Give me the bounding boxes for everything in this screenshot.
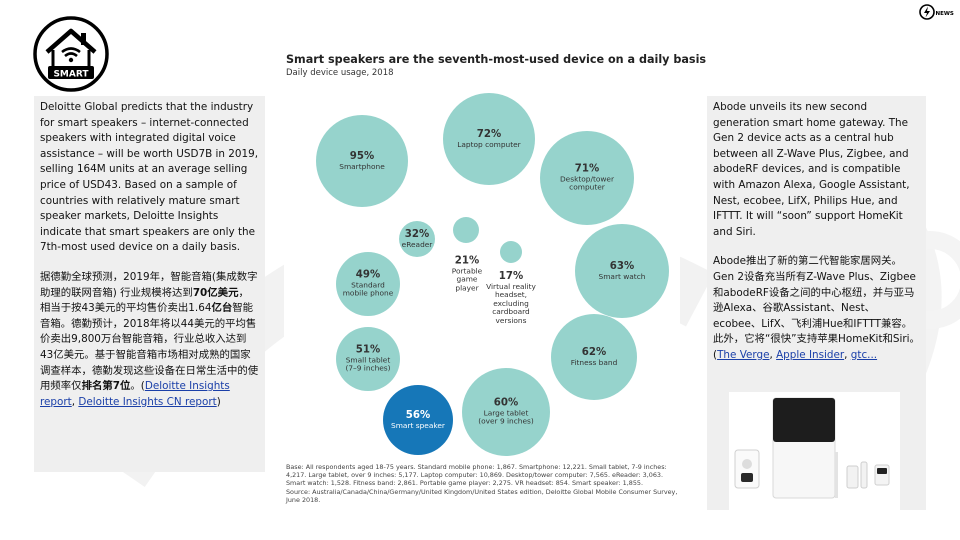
bubble-smart-speaker — [383, 385, 453, 455]
zh-text-3: 智能音箱。德勤预计，2018年将以44美元的平均售价卖出9,800万台智能音箱，… — [40, 302, 259, 393]
zh-text-4: 。( — [130, 380, 145, 393]
bubble-category-line: excluding — [493, 298, 529, 308]
bubble-category-line: player — [455, 283, 479, 293]
chart-title: Smart speakers are the seventh-most-used… — [286, 53, 707, 66]
brand-text: NEWS — [936, 11, 954, 17]
close-paren: ) — [216, 395, 221, 408]
the-verge-link[interactable]: The Verge — [717, 348, 770, 361]
bubble-value: 63% — [609, 260, 635, 272]
bubble-label-laptop-computer: 72%Laptop computerLaptop computer — [457, 129, 520, 149]
right-sep-2: , — [844, 348, 848, 361]
bubble-label-large-tablet-over-9-inches: 60%Large tablet (over 9 inches)Large tab… — [478, 398, 534, 427]
bubble-value: 71% — [574, 163, 600, 175]
bubble-virtual-reality-headset-excluding-cardboard-versions — [500, 241, 522, 263]
bubble-value: 95% — [349, 150, 375, 162]
bubble-category-line: Fitness band — [570, 357, 618, 367]
deloitte-cn-report-link[interactable]: Deloitte Insights CN report — [78, 395, 217, 408]
zh-bold-1: 70亿美元 — [192, 286, 239, 299]
bubble-fitness-band — [551, 314, 637, 400]
bubble-smartphone — [316, 115, 408, 207]
bubble-value: 21% — [454, 255, 480, 267]
bubble-category-line: Large tablet — [483, 408, 529, 418]
bubble-label-smartphone: 95%SmartphoneSmartphone — [339, 151, 384, 171]
smart-home-wifi-icon: SMART — [33, 16, 109, 92]
zh-text-1: 据德勤全球预测，2019年，智能音箱(集成数字助理的联网音箱) 行业规模将达到 — [40, 270, 258, 299]
chart-footnote: Base: All respondents aged 18-75 years. … — [286, 463, 678, 504]
right-sep-1: , — [769, 348, 777, 361]
lightning-bolt-icon — [919, 4, 935, 20]
bubble-category-line: Virtual reality — [486, 281, 536, 291]
bubble-label-portable-game-player: 21%Portable game playerPortablegameplaye… — [452, 255, 482, 292]
bubble-category-line: Standard — [351, 280, 385, 290]
bubble-category-line: eReader — [401, 239, 433, 249]
third-source-link[interactable]: gtc... — [850, 348, 878, 361]
left-chinese-paragraph: 据德勤全球预测，2019年，智能音箱(集成数字助理的联网音箱) 行业规模将达到7… — [40, 270, 259, 410]
bubble-category-line: headset, — [494, 290, 528, 300]
abode-product-image — [729, 392, 900, 510]
bubble-label-small-tablet-7-9-inches: 51%Small tablet (7–9 inches)Small tablet… — [345, 345, 390, 374]
bubble-category-line: Smartphone — [339, 161, 385, 171]
bubble-category-line: (7–9 inches) — [345, 364, 391, 373]
bubble-category-line: (over 9 inches) — [478, 417, 534, 426]
bubble-label-smart-speaker: 56%Smart speakerSmart speaker — [391, 410, 445, 430]
bubble-portable-game-player — [453, 217, 479, 243]
footnote-base: Base: All respondents aged 18-75 years. … — [286, 463, 667, 488]
logo-text: SMART — [53, 70, 89, 80]
bubble-category-line: computer — [569, 183, 605, 192]
bubble-value: 56% — [405, 409, 431, 421]
bubble-laptop-computer — [443, 93, 535, 185]
right-zh-text: Abode推出了新的第二代智能家居网关。 Gen 2设备充当所有Z-Wave P… — [713, 255, 920, 361]
bubble-category-line: game — [456, 274, 478, 284]
bubble-category-line: versions — [495, 315, 527, 325]
bubble-large-tablet-over-9-inches — [462, 368, 550, 456]
deloitte-insights-link[interactable]: Deloitte Insights report — [40, 380, 230, 408]
zh-text-2: ，相当于按43美元的平均售价卖出1.64 — [40, 286, 249, 315]
left-text-panel: Deloitte Global predicts that the indust… — [34, 96, 265, 472]
zh-bold-2: 亿台 — [211, 302, 233, 315]
bubble-ereader — [399, 221, 435, 257]
news-brand: NEWS — [919, 4, 955, 20]
bubble-label-ereader: 32%eReadereReader — [402, 229, 433, 249]
bubble-small-tablet-7-9-inches — [336, 327, 400, 391]
link-separator: , — [71, 395, 79, 408]
footnote-source: Source: Australia/Canada/China/Germany/U… — [286, 487, 678, 504]
bubble-smart-watch — [575, 224, 669, 318]
bubble-label-virtual-reality-headset-excluding-cardboard-versions: 17% Virtual reality headset, excluding ca… — [486, 271, 536, 325]
bubble-value: 17% — [498, 270, 524, 282]
zh-bold-3: 排名第7位 — [81, 380, 131, 393]
bubble-category-line: Smart watch — [598, 271, 646, 281]
smart-logo: SMART — [33, 16, 109, 92]
bubble-desktop-tower-computer — [540, 131, 634, 225]
bubble-label-smart-watch: 63%Smart watchSmart watch — [599, 261, 646, 281]
bubble-value: 72% — [476, 128, 502, 140]
bubble-label-desktop-tower-computer: 71%Desktop/tower computerDesktop/towerco… — [560, 164, 614, 193]
chart-subtitle: Daily device usage, 2018 — [286, 68, 394, 78]
bubble-value: 32% — [404, 228, 430, 240]
bubble-value: 62% — [581, 346, 607, 358]
right-english-paragraph: Abode unveils its new second generation … — [713, 101, 910, 238]
bubble-chart: Smart speakers are the seventh-most-used… — [284, 50, 706, 512]
left-english-paragraph: Deloitte Global predicts that the indust… — [40, 101, 259, 254]
bubble-category-line: cardboard — [492, 307, 530, 317]
bubble-category-line: Portable — [451, 266, 483, 276]
bubble-category-line: Small tablet — [345, 355, 391, 365]
bubble-category-line: Desktop/tower — [559, 174, 615, 184]
apple-insider-link[interactable]: Apple Insider — [776, 348, 845, 361]
bubble-category-line: Laptop computer — [457, 139, 521, 149]
bubble-value: 60% — [493, 397, 519, 409]
bubble-label-standard-mobile-phone: 49%Standard mobile phoneStandardmobile p… — [343, 270, 394, 299]
bubble-value: 49% — [355, 269, 381, 281]
bubble-value: 51% — [355, 344, 381, 356]
bubble-category-line: Smart speaker — [391, 420, 445, 430]
bubble-label-fitness-band: 62%Fitness bandFitness band — [571, 347, 618, 367]
right-chinese-paragraph: Abode推出了新的第二代智能家居网关。 Gen 2设备充当所有Z-Wave P… — [713, 254, 920, 363]
bubble-standard-mobile-phone — [336, 252, 400, 316]
bubble-category-line: mobile phone — [342, 289, 394, 298]
